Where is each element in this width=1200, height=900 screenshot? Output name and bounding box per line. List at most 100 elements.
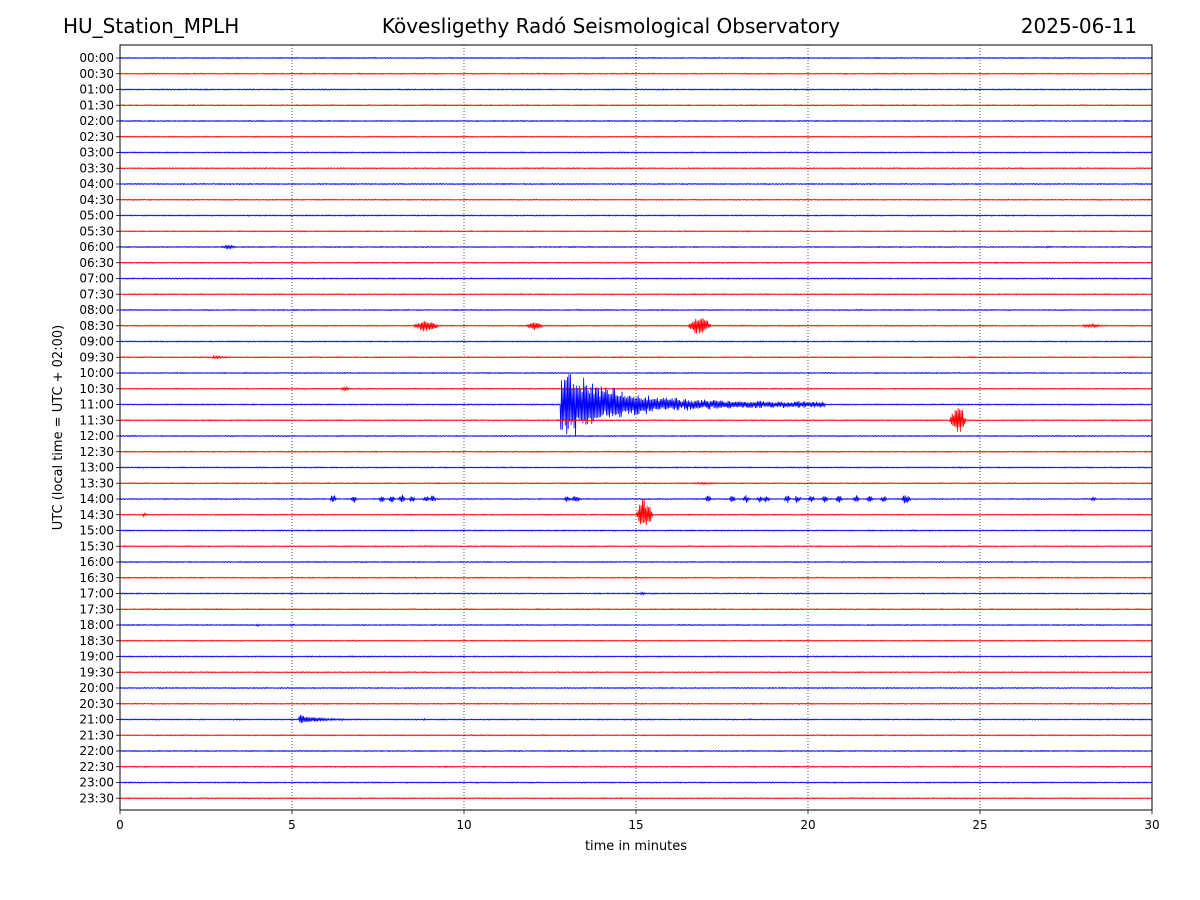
x-tick-label: 25 [972, 818, 987, 832]
y-tick-label: 20:30 [79, 697, 114, 711]
y-axis-label: UTC (local time = UTC + 02:00) [51, 325, 66, 530]
y-tick-label: 20:00 [79, 681, 114, 695]
y-tick-label: 17:30 [79, 602, 114, 616]
x-tick-label: 30 [1144, 818, 1159, 832]
trace-1900 [120, 655, 1152, 658]
y-tick-label: 15:00 [79, 524, 114, 538]
trace-2100 [120, 714, 1152, 723]
trace-0530 [120, 229, 1152, 233]
trace-2230 [120, 765, 1152, 769]
trace-1230 [120, 450, 1152, 454]
trace-2000 [120, 686, 1152, 690]
trace-1130 [120, 408, 1152, 432]
y-tick-label: 21:00 [79, 713, 114, 727]
x-tick-label: 15 [628, 818, 643, 832]
x-tick-label: 10 [456, 818, 471, 832]
y-tick-label: 04:00 [79, 177, 114, 191]
trace-1730 [120, 607, 1152, 611]
trace-1030 [120, 385, 1152, 392]
y-tick-label: 15:30 [79, 539, 114, 553]
trace-2030 [120, 702, 1152, 706]
trace-1000 [120, 371, 1152, 375]
y-tick-label: 17:00 [79, 587, 114, 601]
y-tick-label: 16:30 [79, 571, 114, 585]
trace-0800 [120, 308, 1152, 312]
y-tick-label: 10:30 [79, 382, 114, 396]
trace-2330 [120, 796, 1152, 800]
trace-0130 [120, 103, 1152, 107]
y-tick-label: 14:00 [79, 492, 114, 506]
trace-1200 [120, 434, 1152, 438]
trace-0300 [120, 151, 1152, 154]
trace-1800 [120, 623, 1152, 627]
traces-group [120, 56, 1152, 800]
y-tick-label: 12:30 [79, 445, 114, 459]
trace-0100 [120, 88, 1152, 91]
y-tick-label: 05:00 [79, 209, 114, 223]
y-tick-label: 09:00 [79, 335, 114, 349]
y-tick-label: 12:00 [79, 429, 114, 443]
trace-1300 [120, 466, 1152, 469]
trace-0200 [120, 119, 1152, 123]
x-tick-label: 0 [116, 818, 124, 832]
y-tick-label: 03:30 [79, 161, 114, 175]
trace-0830 [120, 318, 1152, 334]
trace-0000 [120, 56, 1152, 60]
y-tick-label: 13:00 [79, 461, 114, 475]
trace-2200 [120, 749, 1152, 753]
trace-1100 [120, 374, 1152, 437]
y-tick-label: 16:00 [79, 555, 114, 569]
trace-0030 [120, 72, 1152, 75]
trace-0730 [120, 292, 1152, 296]
trace-1430 [120, 498, 1152, 526]
y-tick-label: 13:30 [79, 476, 114, 490]
y-tick-label: 00:30 [79, 67, 114, 81]
y-tick-label: 23:00 [79, 776, 114, 790]
y-tick-label: 10:00 [79, 366, 114, 380]
y-tick-label: 03:00 [79, 146, 114, 160]
trace-1500 [120, 529, 1152, 532]
y-tick-label: 09:30 [79, 350, 114, 364]
trace-1400 [120, 494, 1152, 504]
y-tick-label: 01:30 [79, 98, 114, 112]
trace-1930 [120, 670, 1152, 674]
x-axis-label: time in minutes [585, 839, 687, 854]
y-tick-label: 11:30 [79, 413, 114, 427]
y-tick-label: 07:00 [79, 272, 114, 286]
y-tick-label: 00:00 [79, 51, 114, 65]
y-tick-label: 06:30 [79, 256, 114, 270]
y-tick-label: 02:30 [79, 130, 114, 144]
y-tick-label: 21:30 [79, 728, 114, 742]
trace-1530 [120, 544, 1152, 548]
trace-0630 [120, 261, 1152, 265]
trace-1830 [120, 639, 1152, 642]
trace-1600 [120, 560, 1152, 564]
y-tick-label: 22:30 [79, 760, 114, 774]
y-tick-label: 23:30 [79, 791, 114, 805]
trace-1700 [120, 591, 1152, 596]
y-tick-label: 07:30 [79, 287, 114, 301]
trace-2130 [120, 733, 1152, 737]
trace-0930 [120, 354, 1152, 360]
trace-0900 [120, 340, 1152, 343]
trace-0230 [120, 135, 1152, 139]
y-tick-label: 18:30 [79, 634, 114, 648]
y-tick-label: 18:00 [79, 618, 114, 632]
date-title: 2025-06-11 [1020, 14, 1137, 38]
station-title: HU_Station_MPLH [63, 14, 240, 38]
y-tick-label: 04:30 [79, 193, 114, 207]
y-tick-label: 19:00 [79, 650, 114, 664]
y-tick-label: 14:30 [79, 508, 114, 522]
trace-2300 [120, 781, 1152, 784]
trace-0430 [120, 198, 1152, 202]
y-tick-label: 01:00 [79, 83, 114, 97]
y-tick-label: 19:30 [79, 665, 114, 679]
y-tick-label: 05:30 [79, 224, 114, 238]
observatory-title: Kövesligethy Radó Seismological Observat… [381, 14, 841, 38]
y-tick-label: 11:00 [79, 398, 114, 412]
x-tick-label: 20 [800, 818, 815, 832]
y-tick-label: 02:00 [79, 114, 114, 128]
y-tick-label: 06:00 [79, 240, 114, 254]
y-tick-label: 08:00 [79, 303, 114, 317]
trace-0400 [120, 182, 1152, 186]
